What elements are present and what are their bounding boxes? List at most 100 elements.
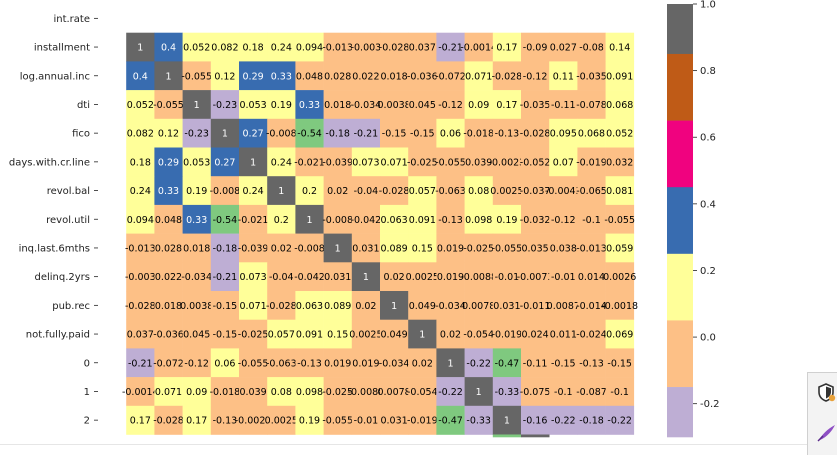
cell-value-label: -0.025 bbox=[463, 243, 494, 254]
cell-value-label: 0.0026 bbox=[603, 272, 636, 283]
cell-value-label: 0.089 bbox=[324, 301, 351, 312]
security-button[interactable] bbox=[814, 381, 837, 405]
heatmap-cell bbox=[239, 176, 268, 206]
heatmap-cell bbox=[521, 233, 550, 263]
cell-value-label: -0.025 bbox=[238, 330, 269, 341]
heatmap-cell bbox=[210, 61, 240, 91]
cell-value-label: 1 bbox=[419, 330, 425, 341]
cell-value-label: -0.063 bbox=[435, 186, 466, 197]
cell-value-label: 0.15 bbox=[412, 243, 433, 254]
heatmap-cell bbox=[605, 118, 635, 148]
heatmap-cell bbox=[210, 204, 240, 234]
heatmap-cell bbox=[521, 90, 550, 120]
heatmap-cell bbox=[577, 348, 606, 378]
heatmap-cell bbox=[436, 377, 465, 407]
heatmap-cell bbox=[351, 61, 381, 91]
cell-value-label: -0.028 bbox=[153, 416, 184, 427]
colorbar-tick-label: 0.4 bbox=[700, 199, 716, 210]
heatmap-cell bbox=[295, 90, 324, 120]
pen-button[interactable] bbox=[814, 421, 837, 445]
heatmap-cell bbox=[295, 377, 324, 407]
cell-value-label: 0.057 bbox=[268, 330, 295, 341]
heatmap-cell bbox=[323, 319, 353, 349]
heatmap-cell bbox=[210, 291, 240, 320]
cell-value-label: -0.12 bbox=[523, 71, 548, 82]
cell-value-label: 0.14 bbox=[609, 43, 630, 54]
heatmap-cell bbox=[380, 319, 409, 349]
heatmap-cell bbox=[549, 204, 578, 234]
heatmap-cell bbox=[436, 204, 465, 234]
cell-value-label: 0.048 bbox=[155, 215, 182, 226]
cell-value-label: 0.082 bbox=[127, 129, 154, 140]
cell-value-label: 0.032 bbox=[606, 157, 633, 168]
heatmap-cell bbox=[492, 147, 522, 177]
cell-value-label: -0.33 bbox=[495, 387, 520, 398]
heatmap-cell bbox=[154, 61, 183, 91]
cell-value-label: -0.008 bbox=[210, 186, 241, 197]
cell-value-label: -0.039 bbox=[238, 243, 269, 254]
heatmap-cell bbox=[549, 61, 578, 91]
colorbar-tick-label: -0.2 bbox=[700, 399, 720, 410]
cell-value-label: -0.008 bbox=[322, 215, 353, 226]
cell-value-label: -0.12 bbox=[551, 215, 576, 226]
cell-value-label: 0.33 bbox=[186, 215, 207, 226]
row-tick-label: revol.bal bbox=[47, 186, 90, 197]
heatmap-cell bbox=[380, 61, 409, 91]
heatmap-cell bbox=[492, 32, 522, 62]
cell-value-label: 0.19 bbox=[496, 215, 517, 226]
cell-value-label: -0.042 bbox=[294, 272, 325, 283]
cell-value-label: -0.025 bbox=[407, 157, 438, 168]
cell-value-label: 0.0078 bbox=[377, 387, 410, 398]
cell-value-label: -0.13 bbox=[495, 129, 520, 140]
cell-value-label: 1 bbox=[363, 272, 369, 283]
cell-value-label: 0.091 bbox=[296, 330, 323, 341]
cell-value-label: 0.038 bbox=[550, 243, 577, 254]
cell-value-label: 0.09 bbox=[468, 100, 489, 111]
cell-value-label: 0.071 bbox=[465, 71, 492, 82]
cell-value-label: -0.028 bbox=[379, 43, 410, 54]
heatmap-cell bbox=[295, 118, 324, 148]
cell-value-label: 0.068 bbox=[578, 129, 605, 140]
cell-value-label: 0.0025 bbox=[490, 186, 523, 197]
heatmap-cell bbox=[464, 291, 494, 320]
heatmap-cell bbox=[182, 204, 212, 234]
heatmap-cell bbox=[464, 405, 494, 435]
heatmap-cell bbox=[436, 147, 465, 177]
heatmap-cell bbox=[436, 291, 465, 320]
heatmap-cell bbox=[239, 233, 268, 263]
heatmap-cell bbox=[182, 262, 212, 292]
heatmap-cell bbox=[577, 32, 606, 62]
colorbar: 1.0 0.8 0.6 0.4 0.2 0.0 -0.2 bbox=[667, 0, 720, 438]
cell-value-label: -0.12 bbox=[438, 100, 463, 111]
heatmap-cell bbox=[126, 176, 155, 206]
cell-value-label: 1 bbox=[137, 43, 143, 54]
cell-value-label: 0.24 bbox=[271, 43, 292, 54]
cell-value-label: 1 bbox=[476, 387, 482, 398]
heatmap-cell bbox=[605, 61, 635, 91]
heatmap-cell bbox=[577, 377, 606, 407]
cell-value-label: -0.15 bbox=[213, 301, 238, 312]
cell-value-label: -0.1 bbox=[554, 387, 573, 398]
cell-value-label: 0.031 bbox=[380, 416, 407, 427]
cell-value-label: 0.12 bbox=[158, 129, 179, 140]
heatmap-cell bbox=[126, 319, 155, 349]
cell-value-label: -0.0088 bbox=[460, 272, 497, 283]
cell-value-label: 0.045 bbox=[409, 100, 436, 111]
heatmap-cell bbox=[154, 90, 183, 120]
heatmap-cell bbox=[436, 118, 465, 148]
heatmap-cell bbox=[549, 118, 578, 148]
cell-value-label: -0.014 bbox=[576, 301, 607, 312]
heatmap-cell bbox=[605, 90, 635, 120]
heatmap-cell bbox=[549, 405, 578, 435]
heatmap-cell bbox=[126, 147, 155, 177]
heatmap-cell bbox=[210, 147, 240, 177]
heatmap-cell bbox=[351, 118, 381, 148]
cell-value-label: 0.052 bbox=[127, 100, 154, 111]
cell-value-label: -0.052 bbox=[520, 157, 551, 168]
cell-value-label: -0.09 bbox=[523, 43, 548, 54]
heatmap-cell bbox=[408, 377, 437, 407]
heatmap-cell bbox=[323, 291, 353, 320]
cell-value-label: -0.055 bbox=[435, 157, 466, 168]
cell-value-label: -0.11 bbox=[551, 100, 576, 111]
cell-value-label: -0.028 bbox=[266, 301, 297, 312]
